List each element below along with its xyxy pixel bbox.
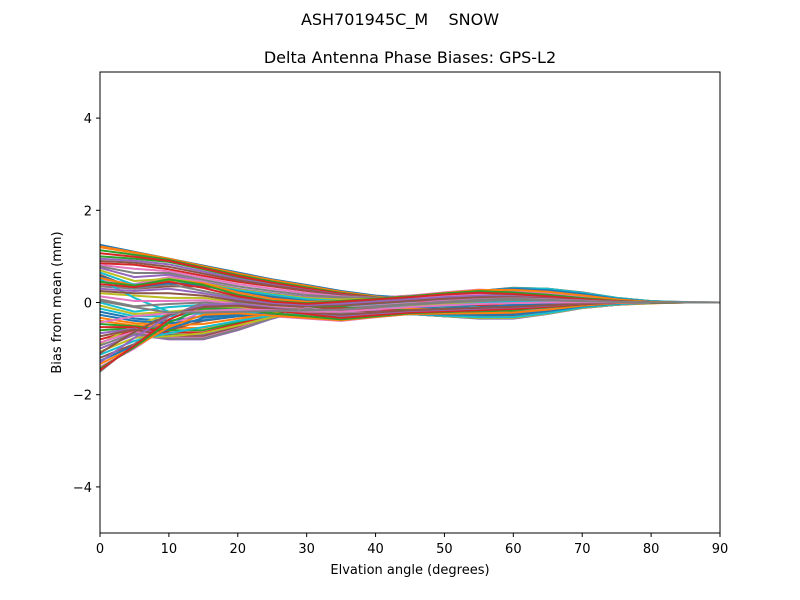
y-tick-label: 0 [84, 297, 92, 312]
x-tick-label: 80 [643, 542, 660, 557]
series-line [100, 299, 720, 314]
x-axis-ticks: 0 10 20 30 40 50 60 70 80 90 [96, 533, 728, 557]
x-axis-label: Elvation angle (degrees) [330, 563, 489, 578]
x-tick-label: 60 [505, 542, 522, 557]
series-lines [100, 243, 720, 373]
x-tick-label: 0 [96, 542, 104, 557]
y-tick-label: −2 [73, 389, 92, 404]
chart-title: Delta Antenna Phase Biases: GPS-L2 [263, 48, 557, 67]
x-tick-label: 20 [230, 542, 247, 557]
y-tick-label: 2 [84, 204, 92, 219]
figure-suptitle: ASH701945C_M SNOW [300, 10, 500, 29]
y-axis-label: Bias from mean (mm) [50, 231, 65, 373]
x-tick-label: 50 [436, 542, 453, 557]
y-axis-ticks: −4 −2 0 2 4 [73, 112, 100, 496]
x-tick-label: 90 [712, 542, 729, 557]
x-tick-label: 30 [298, 542, 315, 557]
x-tick-label: 40 [367, 542, 384, 557]
x-tick-label: 70 [574, 542, 591, 557]
y-tick-label: 4 [84, 112, 92, 127]
x-tick-label: 10 [161, 542, 178, 557]
y-tick-label: −4 [73, 481, 92, 496]
